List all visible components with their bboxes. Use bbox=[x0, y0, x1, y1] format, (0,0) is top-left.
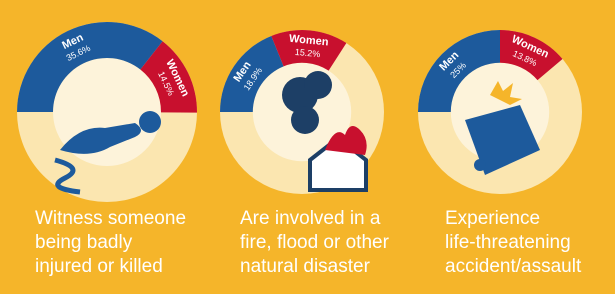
icon-smoke bbox=[291, 106, 319, 134]
caption-line: Are involved in a bbox=[240, 208, 381, 229]
infographic: Men35.6%Women14.5% Witness someone being b… bbox=[0, 0, 615, 294]
icon-head bbox=[139, 111, 161, 133]
icon-smoke bbox=[304, 71, 332, 99]
caption-line: being badly bbox=[35, 232, 133, 253]
icon-wheel bbox=[474, 159, 486, 171]
caption-line: life-threatening bbox=[445, 232, 571, 253]
caption-line: injured or killed bbox=[35, 256, 163, 277]
caption-line: Experience bbox=[445, 208, 540, 229]
caption-line: Witness someone bbox=[35, 208, 186, 229]
caption-line: fire, flood or other bbox=[240, 232, 390, 253]
caption-line: accident/assault bbox=[445, 256, 582, 277]
caption-line: natural disaster bbox=[240, 256, 371, 277]
